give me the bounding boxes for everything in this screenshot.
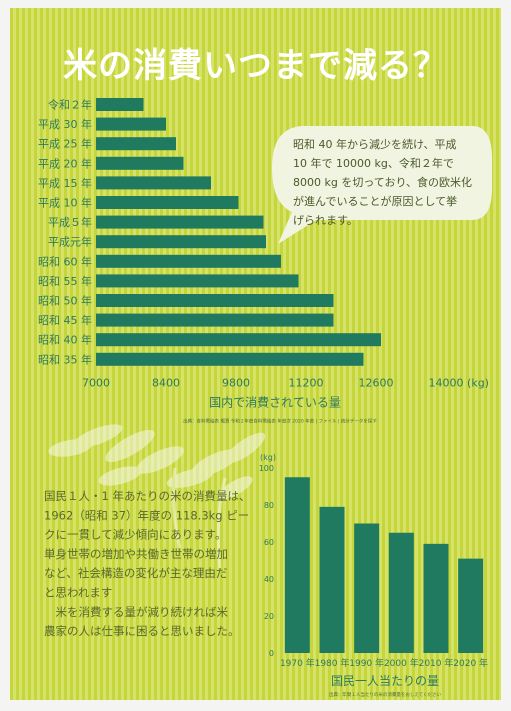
bar xyxy=(96,215,264,229)
category-label: 平成元年 xyxy=(48,235,92,249)
category-label: 昭和 50 年 xyxy=(38,294,92,308)
y-unit-label: (kg) xyxy=(260,453,276,462)
bar xyxy=(96,137,176,151)
category-label: 昭和 35 年 xyxy=(38,352,92,366)
explanation-paragraph: 国民１人・1 年あたりの米の消費量は、 1962（昭和 37）年度の 118.3k… xyxy=(44,489,250,638)
bar xyxy=(96,117,166,131)
category-label: 昭和 55 年 xyxy=(38,274,92,288)
bar xyxy=(319,506,345,653)
category-label: 昭和 60 年 xyxy=(38,254,92,268)
x-tick-label: 2010 年 xyxy=(419,657,454,669)
bubble-text-line: 10 年で 10000 kg、令和２年で xyxy=(293,156,454,170)
x-tick-label: 12600 xyxy=(359,376,394,389)
y-tick-label: 100 xyxy=(259,464,274,473)
x-tick-label: 2000 年 xyxy=(384,657,419,669)
bar xyxy=(96,254,281,268)
category-label: 昭和 40 年 xyxy=(38,333,92,347)
y-tick-label: 60 xyxy=(264,538,274,547)
x-tick-label: 1980 年 xyxy=(315,657,350,669)
category-label: 平成５年 xyxy=(48,215,92,229)
category-label: 昭和 45 年 xyxy=(38,313,92,327)
bar xyxy=(96,98,144,111)
bar xyxy=(458,558,484,653)
category-label: 平成 10 年 xyxy=(38,196,92,210)
paragraph-line: 1962（昭和 37）年度の 118.3kg ピー xyxy=(44,508,249,522)
bar xyxy=(96,352,364,366)
bar xyxy=(284,477,310,653)
paragraph-line: 国民１人・1 年あたりの米の消費量は、 xyxy=(44,489,250,503)
speech-bubble: 昭和 40 年から減少を続け、平成 10 年で 10000 kg、令和２年で 800… xyxy=(272,126,492,244)
bar xyxy=(96,196,239,209)
paragraph-line: 単身世帯の増加や共働き世帯の増加 xyxy=(44,547,228,561)
chart-source: 出典：食料需給表 概算 令和２年度食料需給表 年度次 2020 年度 | ファイ… xyxy=(183,417,377,424)
bar xyxy=(96,313,334,327)
poster-title: 米の消費いつまで減る？ xyxy=(63,46,448,86)
x-tick-label: 9800 xyxy=(222,376,250,389)
bar xyxy=(96,235,266,249)
bar xyxy=(388,532,414,653)
x-tick-label: 14000 xyxy=(429,376,464,389)
bar xyxy=(96,333,381,347)
paragraph-line: など、社会構造の変化が主な理由だ xyxy=(44,566,227,580)
x-unit-label: (kg) xyxy=(467,376,489,389)
bubble-text-line: 8000 kg を切っており、食の欧米化 xyxy=(293,175,472,189)
bubble-text-line: げられます。 xyxy=(293,214,358,227)
chart-source: 出典：年間１人当たりの米の消費量をおしえてください xyxy=(329,691,442,698)
rice-stalk-illustration xyxy=(48,424,266,569)
category-label: 平成 15 年 xyxy=(38,176,92,190)
x-axis-title: 国内で消費されている量 xyxy=(209,394,341,409)
category-label: 平成 20 年 xyxy=(38,156,92,170)
category-label: 令和２年 xyxy=(48,98,92,112)
bar xyxy=(96,274,299,288)
x-tick-label: 11200 xyxy=(289,376,324,389)
bar xyxy=(96,156,184,170)
paragraph-line: と思われます xyxy=(44,586,112,600)
bubble-text-line: が進んでいることが原因として挙 xyxy=(293,194,457,208)
x-tick-label: 1970 年 xyxy=(280,657,315,669)
bar xyxy=(96,176,211,190)
bar xyxy=(423,543,449,653)
y-tick-label: 0 xyxy=(269,649,274,658)
paragraph-line: クに一貫して減少傾向にあります。 xyxy=(44,528,227,542)
y-tick-label: 80 xyxy=(264,501,274,510)
per-capita-consumption-chart: 0 20 40 60 80 100 (kg) 1970 年 1980 年 1990 年 2000 年… xyxy=(259,453,488,698)
paragraph-line: 米を消費する量が減り続ければ米 xyxy=(44,605,228,619)
x-tick-label: 1990 年 xyxy=(349,657,384,669)
x-tick-label: 7000 xyxy=(82,376,110,389)
paragraph-line: 農家の人は仕事に困ると思いました。 xyxy=(44,624,240,638)
y-tick-label: 40 xyxy=(264,575,274,584)
y-tick-label: 20 xyxy=(264,612,274,621)
category-label: 平成 30 年 xyxy=(38,117,92,131)
x-tick-label: 8400 xyxy=(152,376,180,389)
bar xyxy=(354,523,380,653)
poster: 米の消費いつまで減る？ 昭和 40 年から減少を続け、平成 10 年で 10000… xyxy=(10,8,501,700)
x-axis-title: 国民一人当たりの量 xyxy=(331,674,439,688)
bar xyxy=(96,294,334,307)
bubble-text-line: 昭和 40 年から減少を続け、平成 xyxy=(293,137,456,151)
x-tick-label: 2020 年 xyxy=(453,657,488,669)
category-label: 平成 25 年 xyxy=(38,137,92,151)
